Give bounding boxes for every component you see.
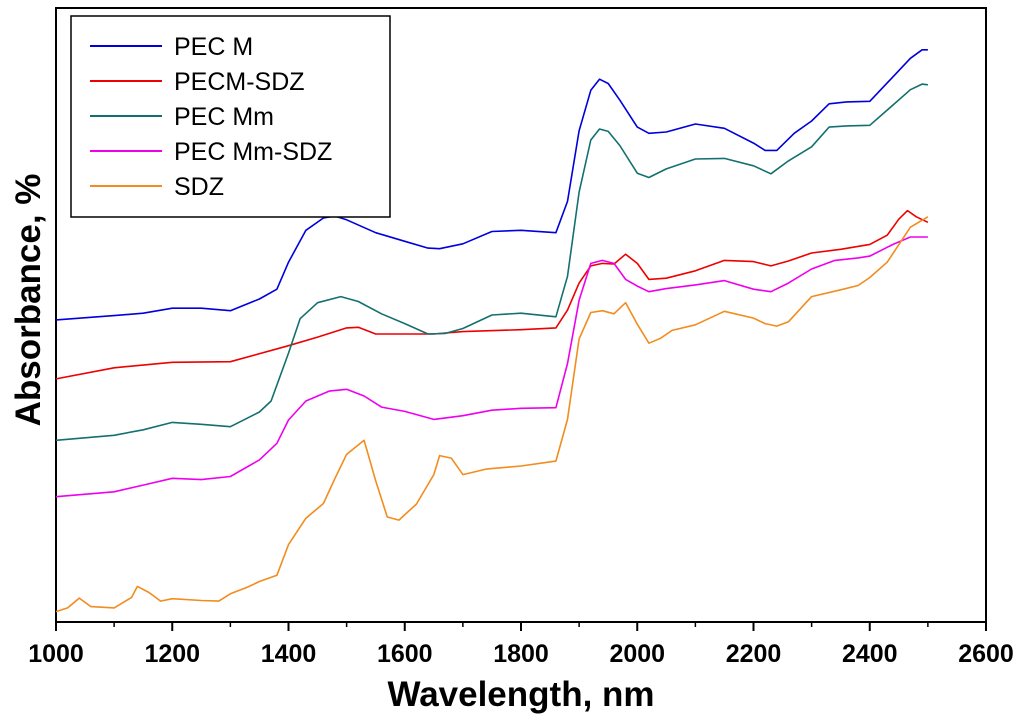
series-line-pec-mm [55,83,928,442]
x-tick-label: 2200 [726,640,782,668]
x-axis-title: Wavelength, nm [387,675,654,714]
x-tick-label: 2400 [842,640,898,668]
x-tick-label: 1800 [493,640,549,668]
legend-label: PEC Mm [174,103,274,131]
x-tick-label: 1000 [28,640,84,668]
series-line-pec-m [55,49,928,321]
x-tick-label: 1400 [261,640,317,668]
x-tick-label: 1200 [144,640,200,668]
legend-label: PEC Mm-SDZ [174,138,332,166]
legend-label: PECM-SDZ [174,68,305,96]
x-axis: 1000 1200 1400 1600 1800 2000 2200 2400 2600 [28,622,1014,668]
series-line-pecm-sdz [55,209,929,380]
legend-label: PEC M [174,33,253,61]
legend-label: SDZ [174,173,224,201]
x-tick-label: 2600 [958,640,1014,668]
series-line-pec-mm-sdz [55,236,928,498]
series-line-sdz [55,216,929,613]
y-axis-title: Absorbance, % [9,174,48,427]
x-tick-label: 2000 [609,640,665,668]
series-group [55,49,929,613]
x-tick-label: 1600 [377,640,433,668]
legend: PEC M PECM-SDZ PEC Mm PEC Mm-SDZ SDZ [70,15,391,218]
